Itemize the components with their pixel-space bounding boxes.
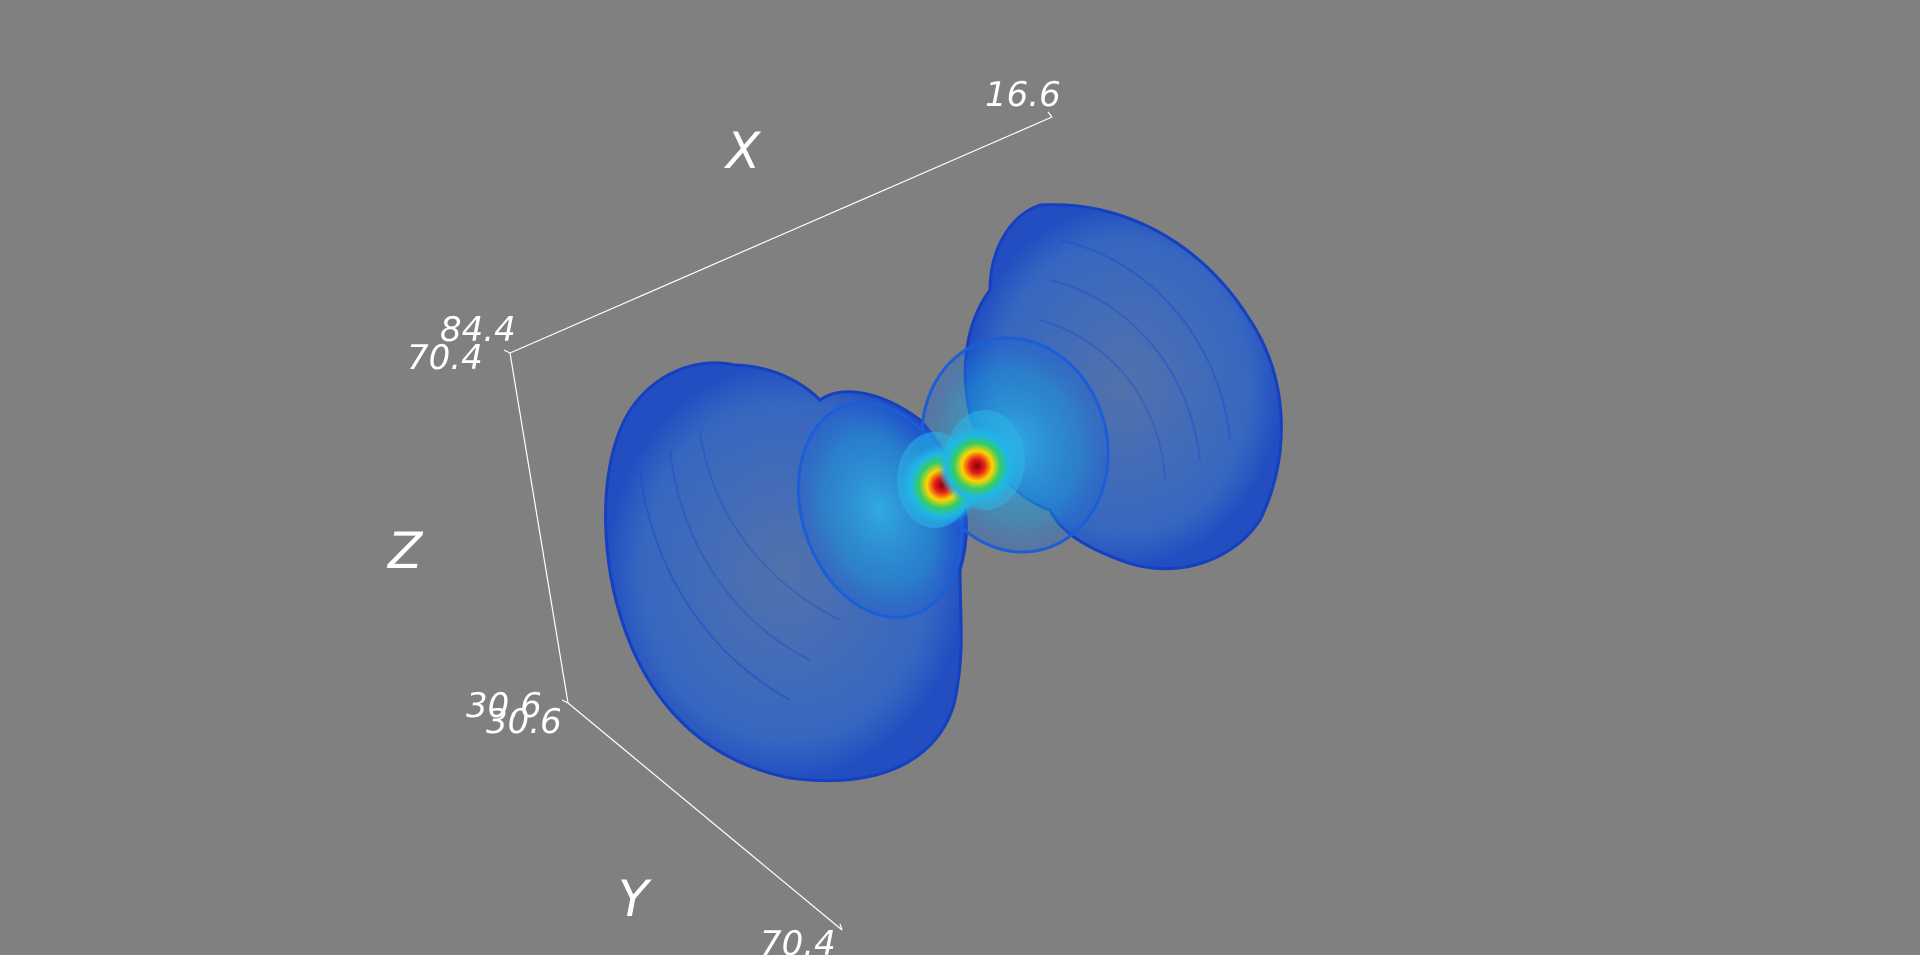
z-axis-line bbox=[509, 352, 569, 704]
x-axis-title: X bbox=[723, 122, 762, 180]
y-axis-title: Y bbox=[618, 870, 652, 928]
isosurface-hotspots bbox=[902, 426, 1017, 525]
y-axis-tick-start: 30.6 bbox=[486, 702, 562, 742]
z-axis-tick-top: 84.4 bbox=[440, 310, 516, 350]
z-axis-bottom-tick bbox=[561, 699, 569, 704]
z-axis-title: Z bbox=[386, 522, 424, 580]
y-axis-end-tick bbox=[839, 923, 843, 931]
z-axis-top-tick bbox=[503, 349, 511, 354]
x-axis-line bbox=[509, 116, 1053, 354]
y-axis-tick-end: 70.4 bbox=[760, 924, 836, 955]
z-axis-tick-top-alt: 70.4 bbox=[407, 338, 483, 378]
x-axis-tick-end: 16.6 bbox=[985, 75, 1061, 115]
x-axis-end-tick bbox=[1047, 111, 1053, 118]
y-axis-line bbox=[567, 702, 843, 931]
z-axis-tick-bottom: 30.6 bbox=[466, 686, 542, 726]
